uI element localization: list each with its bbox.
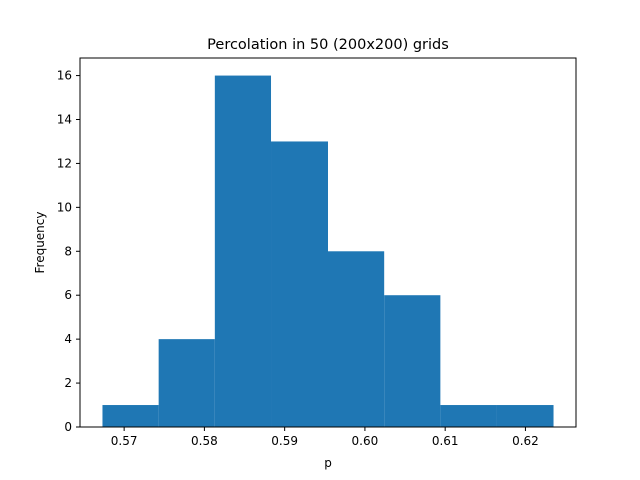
plot-frame xyxy=(79,57,577,428)
histogram-bar xyxy=(158,339,215,427)
x-tick-label: 0.60 xyxy=(352,434,379,448)
y-tick-label: 6 xyxy=(64,288,72,302)
y-tick-label: 12 xyxy=(57,156,72,170)
x-tick-label: 0.61 xyxy=(432,434,459,448)
chart-title: Percolation in 50 (200x200) grids xyxy=(207,37,449,53)
x-axis: 0.57 0.58 0.59 0.60 0.61 0.62 xyxy=(111,427,539,448)
y-tick-label: 14 xyxy=(57,113,72,127)
histogram-bar xyxy=(102,405,159,427)
x-tick-label: 0.62 xyxy=(512,434,539,448)
histogram-bar xyxy=(384,295,441,427)
x-tick-label: 0.58 xyxy=(191,434,218,448)
y-tick-label: 10 xyxy=(57,200,72,214)
y-axis-label: Frequency xyxy=(33,212,47,274)
y-axis: 0 2 4 6 8 10 12 14 16 xyxy=(57,69,80,434)
histogram-bar xyxy=(496,405,554,427)
histogram-bar xyxy=(214,75,272,428)
x-axis-label: p xyxy=(324,456,332,470)
x-tick-label: 0.59 xyxy=(271,434,298,448)
y-tick-label: 8 xyxy=(64,244,72,258)
y-tick-label: 2 xyxy=(64,376,72,390)
histogram-bars xyxy=(102,75,554,428)
y-tick-label: 4 xyxy=(64,332,72,346)
x-tick-label: 0.57 xyxy=(111,434,138,448)
y-tick-label: 0 xyxy=(64,420,72,434)
histogram-bar xyxy=(271,141,328,427)
y-tick-label: 16 xyxy=(57,69,72,83)
histogram-bar xyxy=(328,251,385,427)
histogram-bar xyxy=(440,405,497,427)
